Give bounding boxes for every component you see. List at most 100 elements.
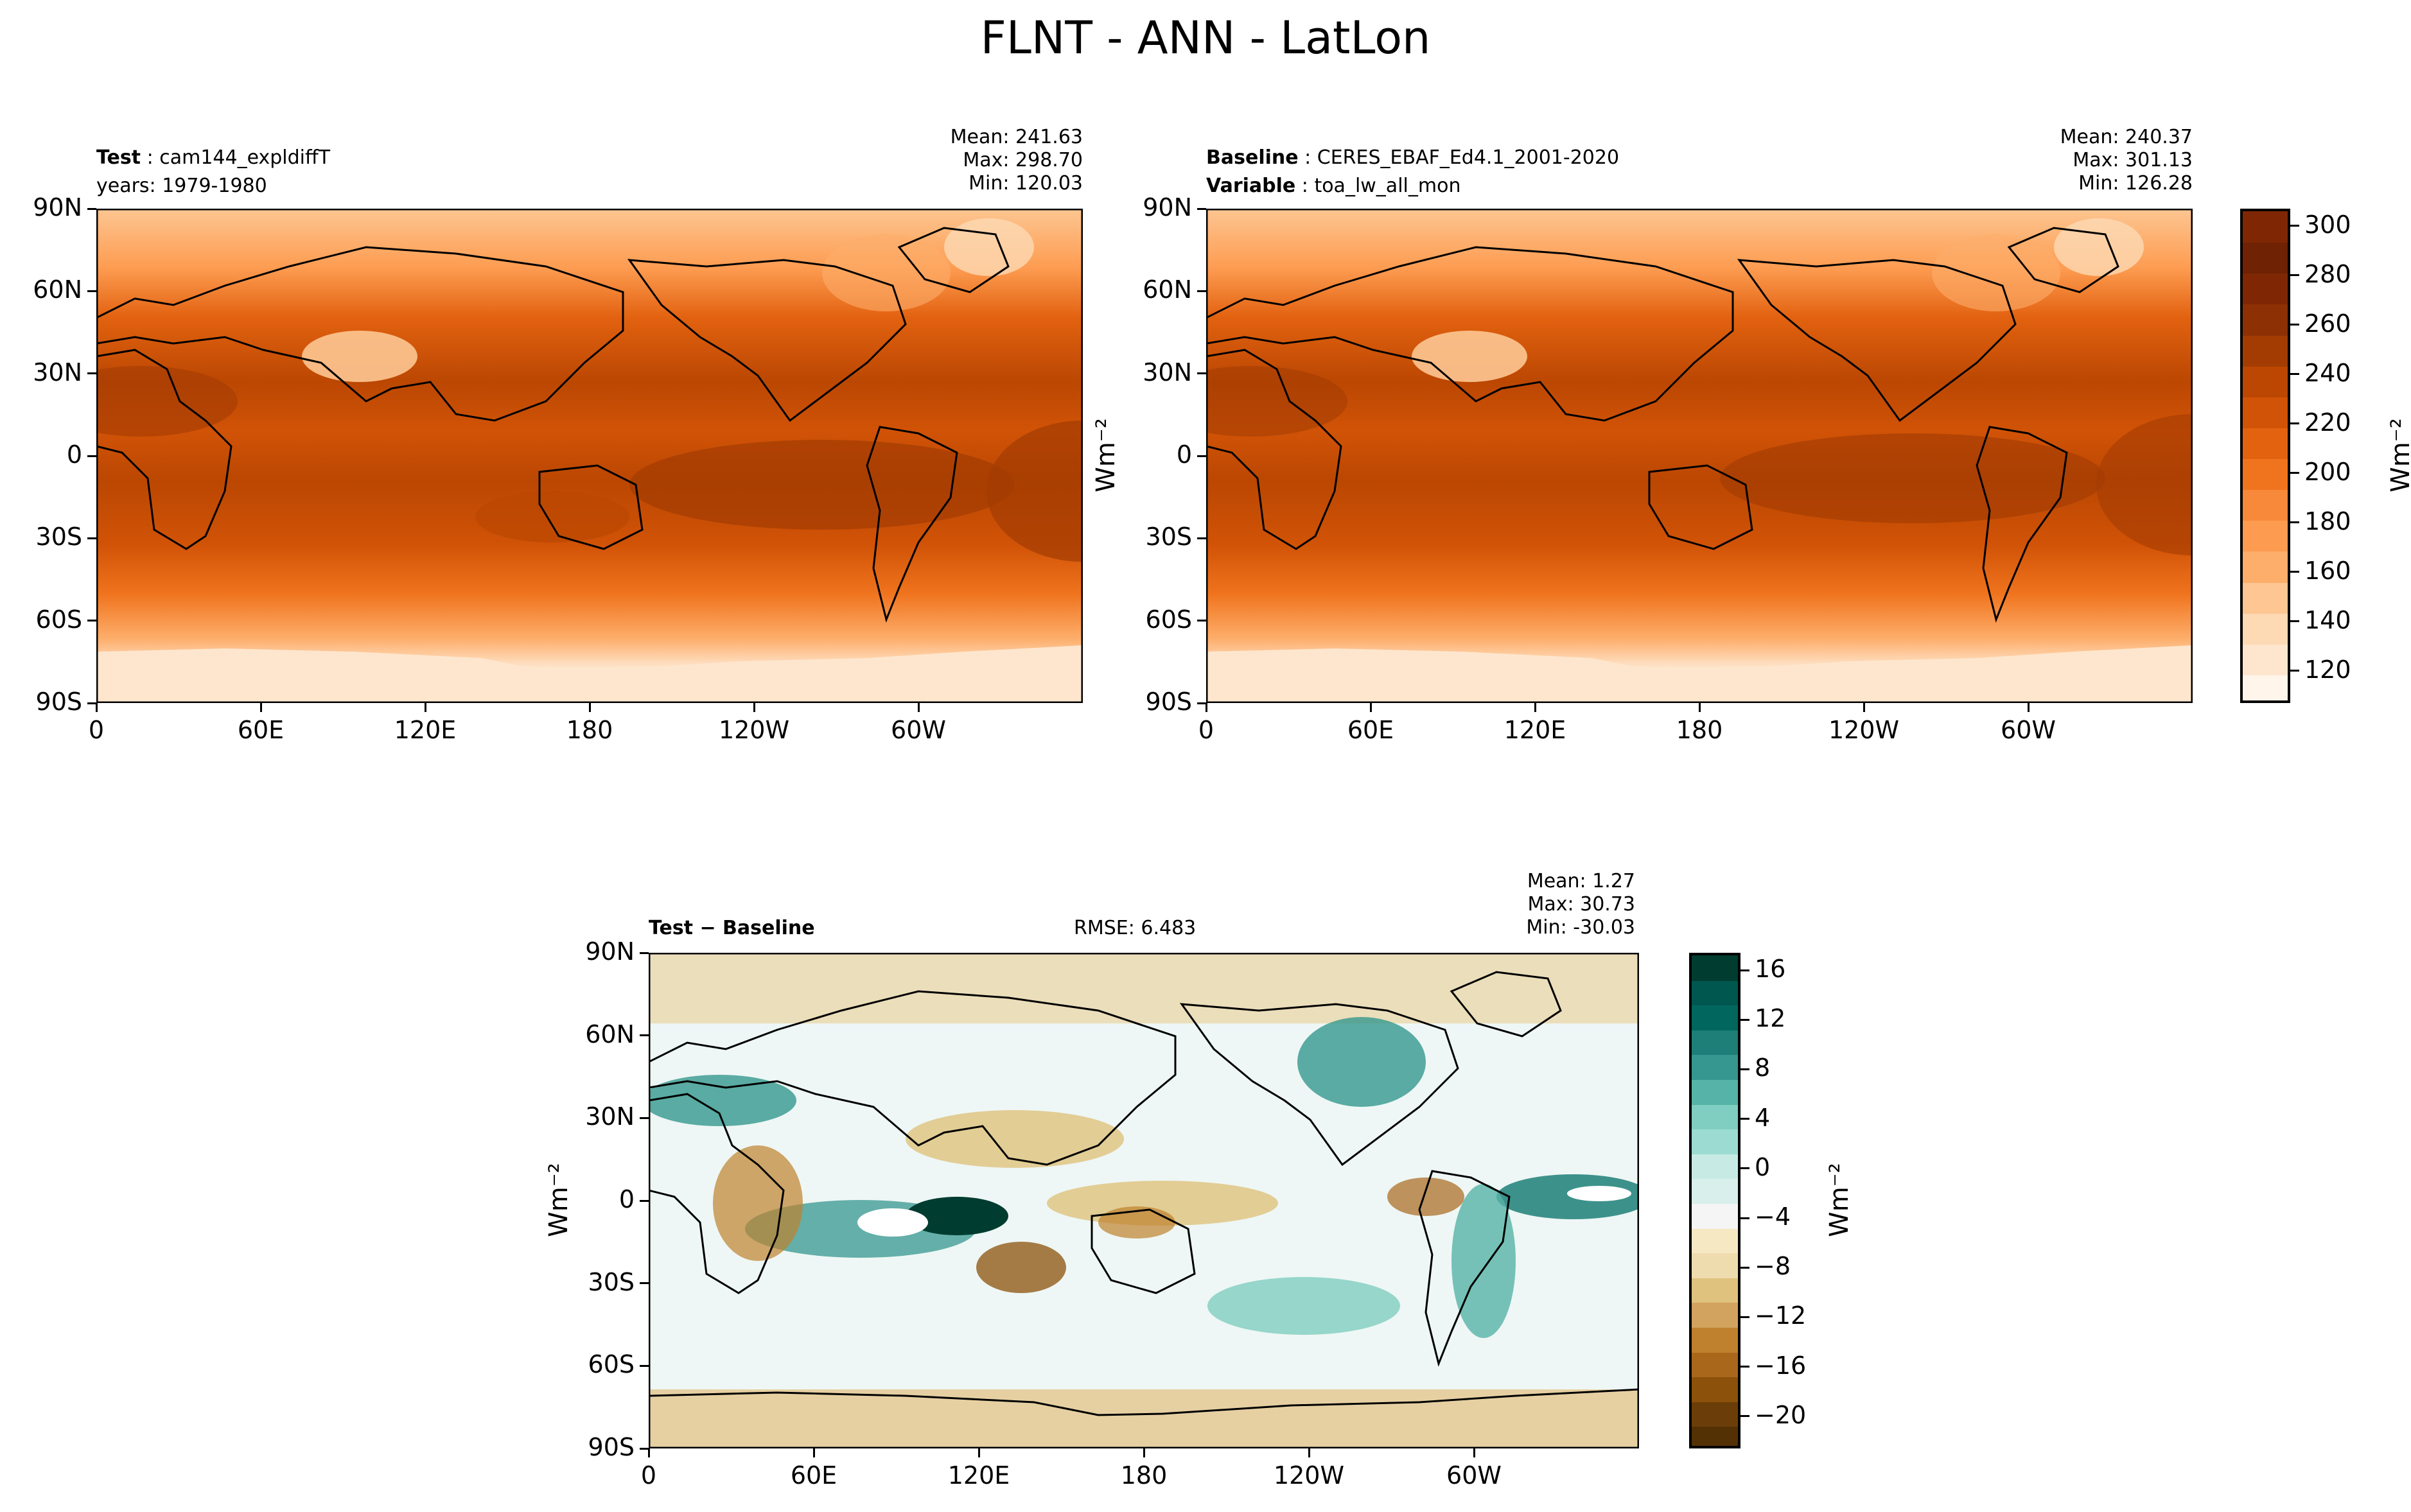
diff-lat-tick: 90N (585, 937, 635, 966)
main-colorbar-tick-label: 220 (2304, 408, 2351, 437)
test-lat-tick: 60N (33, 275, 82, 304)
main-colorbar-tick-mark (2290, 274, 2299, 277)
test-lat-tick: 90N (33, 193, 82, 222)
main-colorbar-swatch (2243, 335, 2288, 367)
diff-stat-mean: Mean: 1.27 (1527, 870, 1635, 892)
baseline-lat-tick: 60N (1143, 275, 1192, 304)
diff-lat-tick-mark (640, 1282, 649, 1285)
test-label-bold: Test (96, 146, 141, 169)
baseline-stat-max: Max: 301.13 (2073, 149, 2193, 171)
test-lon-tick-mark (259, 703, 262, 712)
main-colorbar (2240, 209, 2290, 703)
baseline-lat-tick-mark (1197, 537, 1206, 539)
diff-colorbar-tick-mark (1740, 1018, 1749, 1021)
test-lat-tick: 90S (35, 688, 82, 716)
main-colorbar-swatch (2243, 211, 2288, 243)
baseline-lat-tick: 30N (1143, 358, 1192, 387)
diff-colorbar-tick-mark (1740, 1118, 1749, 1120)
baseline-stats: Mean: 240.37 Max: 301.13 Min: 126.28 (1938, 126, 2193, 195)
main-colorbar-swatch (2243, 613, 2288, 645)
baseline-variable-text: toa_lw_all_mon (1314, 175, 1461, 197)
diff-colorbar-tick-mark (1740, 1167, 1749, 1170)
diff-colorbar-swatch (1692, 955, 1738, 981)
test-lat-tick: 0 (66, 440, 82, 469)
main-colorbar-tick-label: 200 (2304, 457, 2351, 486)
diff-colorbar (1689, 953, 1740, 1448)
diff-colorbar-swatch (1692, 1327, 1738, 1353)
test-stat-min: Min: 120.03 (969, 172, 1083, 195)
diff-lon-tick: 60E (790, 1461, 837, 1490)
diff-lat-tick-mark (640, 1447, 649, 1450)
main-colorbar-swatch (2243, 582, 2288, 614)
main-colorbar-swatch (2243, 242, 2288, 274)
diff-colorbar-swatch (1692, 980, 1738, 1006)
diff-colorbar-swatch (1692, 1005, 1738, 1030)
test-map (96, 209, 1083, 703)
diff-label-bold: Test − Baseline (649, 917, 815, 939)
baseline-lon-tick: 60W (2001, 716, 2056, 744)
diff-colorbar-tick-label: 8 (1755, 1054, 1771, 1082)
diff-lat-tick: 60N (585, 1020, 635, 1048)
diff-colorbar-swatch (1692, 1228, 1738, 1254)
diff-colorbar-tick-label: 12 (1755, 1004, 1786, 1033)
diff-lon-tick: 120E (947, 1461, 1010, 1490)
diff-lat-tick: 30S (588, 1267, 635, 1296)
test-lat-tick-mark (87, 207, 96, 210)
main-colorbar-swatch (2243, 396, 2288, 428)
baseline-lon-tick-mark (2027, 703, 2030, 712)
test-lon-tick: 120W (718, 716, 790, 744)
diff-lat-tick-mark (640, 1034, 649, 1037)
diff-colorbar-swatch (1692, 1401, 1738, 1427)
diff-lat-tick-mark (640, 1199, 649, 1202)
test-label-text: cam144_expldiffT (159, 146, 331, 169)
test-lon-tick-mark (753, 703, 755, 712)
main-colorbar-tick-mark (2290, 373, 2299, 376)
main-colorbar-swatch (2243, 427, 2288, 459)
main-colorbar-tick-mark (2290, 422, 2299, 425)
test-stat-mean: Mean: 241.63 (950, 126, 1083, 148)
diff-colorbar-swatch (1692, 1054, 1738, 1080)
test-panel-label: Test : cam144_expldiffT (96, 146, 331, 169)
test-lat-tick-mark (87, 455, 96, 457)
test-lat-tick-mark (87, 702, 96, 704)
main-colorbar-label: Wm⁻² (2385, 418, 2411, 492)
diff-colorbar-tick-mark (1740, 1366, 1749, 1368)
test-stat-max: Max: 298.70 (963, 149, 1083, 171)
diff-lon-tick: 0 (640, 1461, 657, 1490)
diff-colorbar-tick-mark (1740, 1266, 1749, 1269)
diff-colorbar-tick-label: −20 (1755, 1400, 1807, 1429)
main-colorbar-tick-mark (2290, 521, 2299, 524)
baseline-panel-label: Baseline : CERES_EBAF_Ed4.1_2001-2020 (1206, 146, 1620, 169)
diff-colorbar-tick-label: 0 (1755, 1152, 1771, 1181)
main-colorbar-tick-label: 160 (2304, 556, 2351, 585)
main-colorbar-tick-mark (2290, 225, 2299, 227)
diff-colorbar-tick-mark (1740, 1068, 1749, 1070)
diff-colorbar-swatch (1692, 1029, 1738, 1056)
test-lon-tick-mark (424, 703, 426, 712)
baseline-lon-tick-mark (1205, 703, 1207, 712)
main-colorbar-tick-mark (2290, 324, 2299, 326)
diff-lat-tick-mark (640, 1117, 649, 1119)
figure-title: FLNT - ANN - LatLon (980, 12, 1431, 64)
diff-colorbar-tick-label: −8 (1755, 1252, 1791, 1281)
diff-colorbar-swatch (1692, 1104, 1738, 1130)
diff-colorbar-swatch (1692, 1153, 1738, 1179)
baseline-variable: Variable : toa_lw_all_mon (1206, 175, 1461, 197)
diff-lon-tick-mark (1308, 1448, 1310, 1457)
main-colorbar-tick-label: 280 (2304, 259, 2351, 288)
main-colorbar-tick-label: 120 (2304, 655, 2351, 684)
test-lon-tick: 120E (394, 716, 457, 744)
main-colorbar-tick-label: 140 (2304, 605, 2351, 634)
baseline-lon-tick-mark (1863, 703, 1865, 712)
main-colorbar-tick-mark (2290, 620, 2299, 623)
test-lon-tick: 0 (88, 716, 105, 744)
test-lat-tick: 60S (35, 605, 82, 634)
baseline-lat-tick: 90N (1143, 193, 1192, 222)
main-colorbar-swatch (2243, 365, 2288, 397)
main-colorbar-tick-mark (2290, 472, 2299, 474)
baseline-lon-tick: 180 (1676, 716, 1723, 744)
diff-lon-tick-mark (1143, 1448, 1145, 1457)
baseline-lat-tick-mark (1197, 290, 1206, 292)
baseline-variable-bold: Variable (1206, 175, 1296, 197)
diff-colorbar-tick-label: −4 (1755, 1203, 1791, 1231)
